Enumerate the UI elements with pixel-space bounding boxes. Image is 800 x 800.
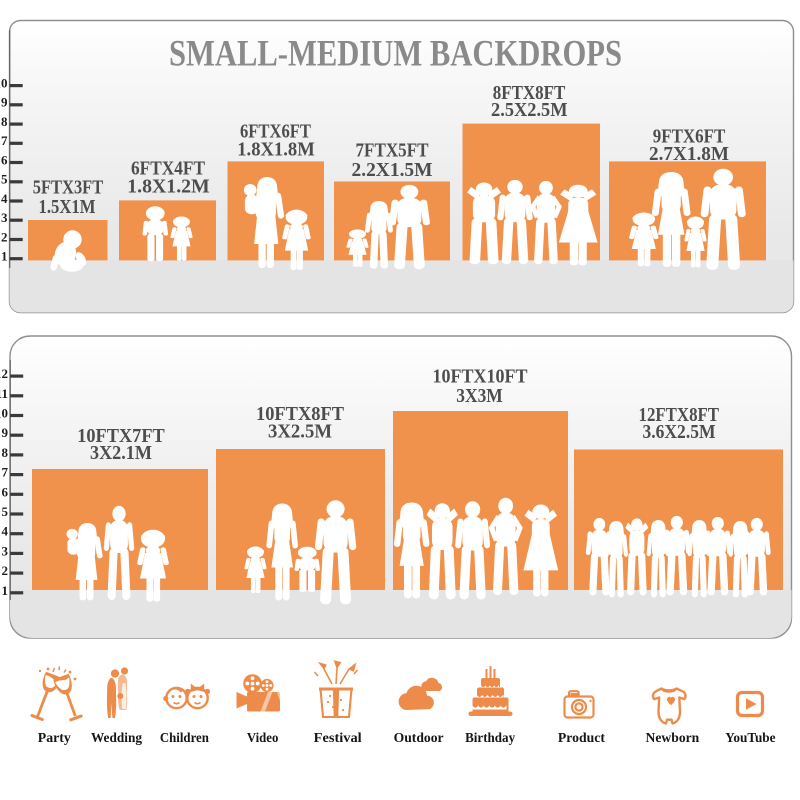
svg-text:8: 8 — [1, 114, 8, 129]
svg-text:YouTube: YouTube — [725, 731, 775, 746]
svg-text:1.5X1M: 1.5X1M — [39, 196, 96, 218]
svg-text:5: 5 — [1, 172, 8, 187]
svg-text:Video: Video — [247, 731, 279, 746]
svg-text:10: 10 — [0, 76, 8, 91]
svg-text:2: 2 — [1, 229, 8, 244]
svg-text:2.5X2.5M: 2.5X2.5M — [491, 99, 568, 121]
svg-text:2.2X1.5M: 2.2X1.5M — [352, 159, 433, 181]
svg-text:SMALL-MEDIUM BACKDROPS: SMALL-MEDIUM BACKDROPS — [169, 34, 622, 75]
svg-text:8: 8 — [2, 445, 9, 460]
svg-text:10FTX8FT: 10FTX8FT — [256, 403, 344, 425]
svg-text:9: 9 — [2, 425, 9, 440]
svg-text:Birthday: Birthday — [465, 731, 515, 746]
svg-text:6: 6 — [1, 152, 8, 167]
svg-text:9: 9 — [1, 95, 8, 110]
svg-text:10FTX7FT: 10FTX7FT — [77, 425, 165, 447]
svg-text:1.8X1.2M: 1.8X1.2M — [127, 176, 210, 198]
svg-text:8FTX8FT: 8FTX8FT — [493, 82, 566, 104]
svg-text:Wedding: Wedding — [91, 731, 142, 746]
svg-text:10FTX10FT: 10FTX10FT — [433, 366, 528, 388]
svg-text:3X2.1M: 3X2.1M — [90, 442, 152, 464]
svg-text:1: 1 — [2, 583, 9, 598]
svg-text:5FTX3FT: 5FTX3FT — [33, 177, 104, 199]
svg-text:7FTX5FT: 7FTX5FT — [356, 140, 429, 162]
svg-text:6: 6 — [2, 484, 9, 499]
svg-text:6FTX6FT: 6FTX6FT — [240, 121, 311, 143]
svg-text:1.8X1.8M: 1.8X1.8M — [237, 139, 315, 161]
svg-text:12FTX8FT: 12FTX8FT — [639, 404, 720, 426]
svg-text:Children: Children — [160, 731, 209, 746]
svg-text:3: 3 — [1, 210, 8, 225]
svg-text:7: 7 — [1, 133, 8, 148]
svg-text:3X2.5M: 3X2.5M — [268, 421, 332, 443]
svg-text:Newborn: Newborn — [646, 731, 700, 746]
svg-text:Festival: Festival — [314, 731, 362, 746]
svg-text:2.7X1.8M: 2.7X1.8M — [649, 143, 729, 165]
svg-text:4: 4 — [2, 524, 9, 539]
svg-text:5: 5 — [2, 504, 9, 519]
svg-text:Outdoor: Outdoor — [394, 731, 444, 746]
svg-text:6FTX4FT: 6FTX4FT — [131, 158, 205, 180]
svg-text:Party: Party — [38, 731, 71, 746]
svg-text:1: 1 — [1, 249, 8, 264]
svg-text:7: 7 — [2, 465, 9, 480]
svg-text:4: 4 — [1, 191, 8, 206]
svg-text:10: 10 — [0, 406, 8, 421]
svg-text:2: 2 — [2, 563, 9, 578]
svg-text:3.6X2.5M: 3.6X2.5M — [643, 421, 716, 443]
svg-text:3: 3 — [2, 543, 9, 558]
svg-text:3X3M: 3X3M — [456, 385, 503, 407]
svg-text:12: 12 — [0, 366, 8, 381]
svg-text:11: 11 — [0, 386, 8, 401]
svg-text:9FTX6FT: 9FTX6FT — [653, 126, 726, 148]
svg-text:Product: Product — [558, 731, 605, 746]
